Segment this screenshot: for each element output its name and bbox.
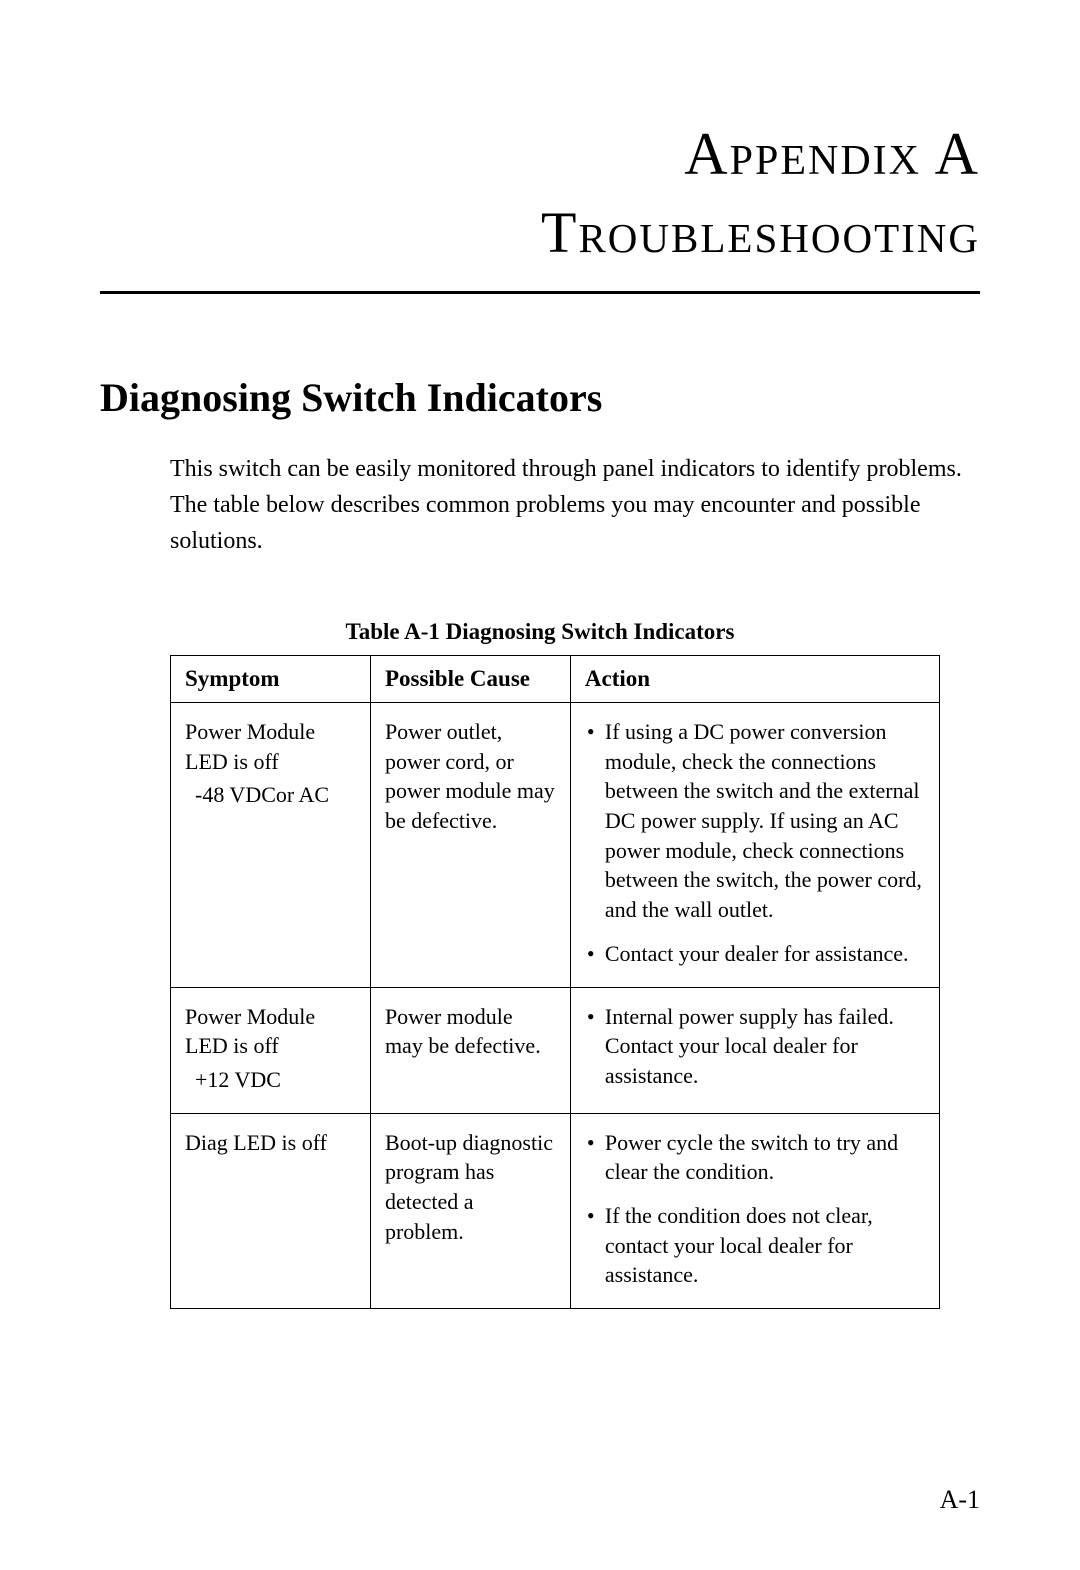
symptom-main: Diag LED is off — [185, 1130, 327, 1155]
cell-action: Internal power supply has failed. Contac… — [570, 987, 939, 1113]
col-header-action: Action — [570, 656, 939, 703]
action-list: If using a DC power conversion module, c… — [585, 717, 925, 969]
action-item: If using a DC power conversion module, c… — [585, 717, 925, 925]
appendix-label: Appendix A — [100, 120, 980, 189]
col-header-symptom: Symptom — [171, 656, 371, 703]
table-row: Power Module LED is off -48 VDCor AC Pow… — [171, 703, 940, 988]
symptom-main: Power Module LED is off — [185, 1004, 315, 1059]
chapter-title: Troubleshooting — [100, 199, 980, 266]
cell-symptom: Power Module LED is off +12 VDC — [171, 987, 371, 1113]
symptom-sub: +12 VDC — [195, 1065, 356, 1095]
action-item: Contact your dealer for assistance. — [585, 939, 925, 969]
symptom-sub: -48 VDCor AC — [195, 780, 356, 810]
symptom-main: Power Module LED is off — [185, 719, 315, 774]
cell-action: Power cycle the switch to try and clear … — [570, 1113, 939, 1308]
table-caption: Table A-1 Diagnosing Switch Indicators — [100, 619, 980, 645]
col-header-cause: Possible Cause — [370, 656, 570, 703]
action-list: Power cycle the switch to try and clear … — [585, 1128, 925, 1290]
action-item: If the condition does not clear, contact… — [585, 1201, 925, 1290]
table-row: Power Module LED is off +12 VDC Power mo… — [171, 987, 940, 1113]
section-divider — [100, 291, 980, 294]
cell-symptom: Diag LED is off — [171, 1113, 371, 1308]
table-row: Diag LED is off Boot-up diagnostic progr… — [171, 1113, 940, 1308]
action-item: Internal power supply has failed. Contac… — [585, 1002, 925, 1091]
cell-action: If using a DC power conversion module, c… — [570, 703, 939, 988]
section-text: This switch can be easily monitored thro… — [170, 451, 980, 559]
cell-cause: Power outlet, power cord, or power modul… — [370, 703, 570, 988]
action-list: Internal power supply has failed. Contac… — [585, 1002, 925, 1091]
page-number: A-1 — [940, 1485, 980, 1515]
cell-cause: Power module may be defective. — [370, 987, 570, 1113]
cell-symptom: Power Module LED is off -48 VDCor AC — [171, 703, 371, 988]
table-header-row: Symptom Possible Cause Action — [171, 656, 940, 703]
cell-cause: Boot-up diagnostic program has detected … — [370, 1113, 570, 1308]
section-title: Diagnosing Switch Indicators — [100, 374, 980, 421]
diagnosing-table: Symptom Possible Cause Action Power Modu… — [170, 655, 940, 1309]
action-item: Power cycle the switch to try and clear … — [585, 1128, 925, 1187]
